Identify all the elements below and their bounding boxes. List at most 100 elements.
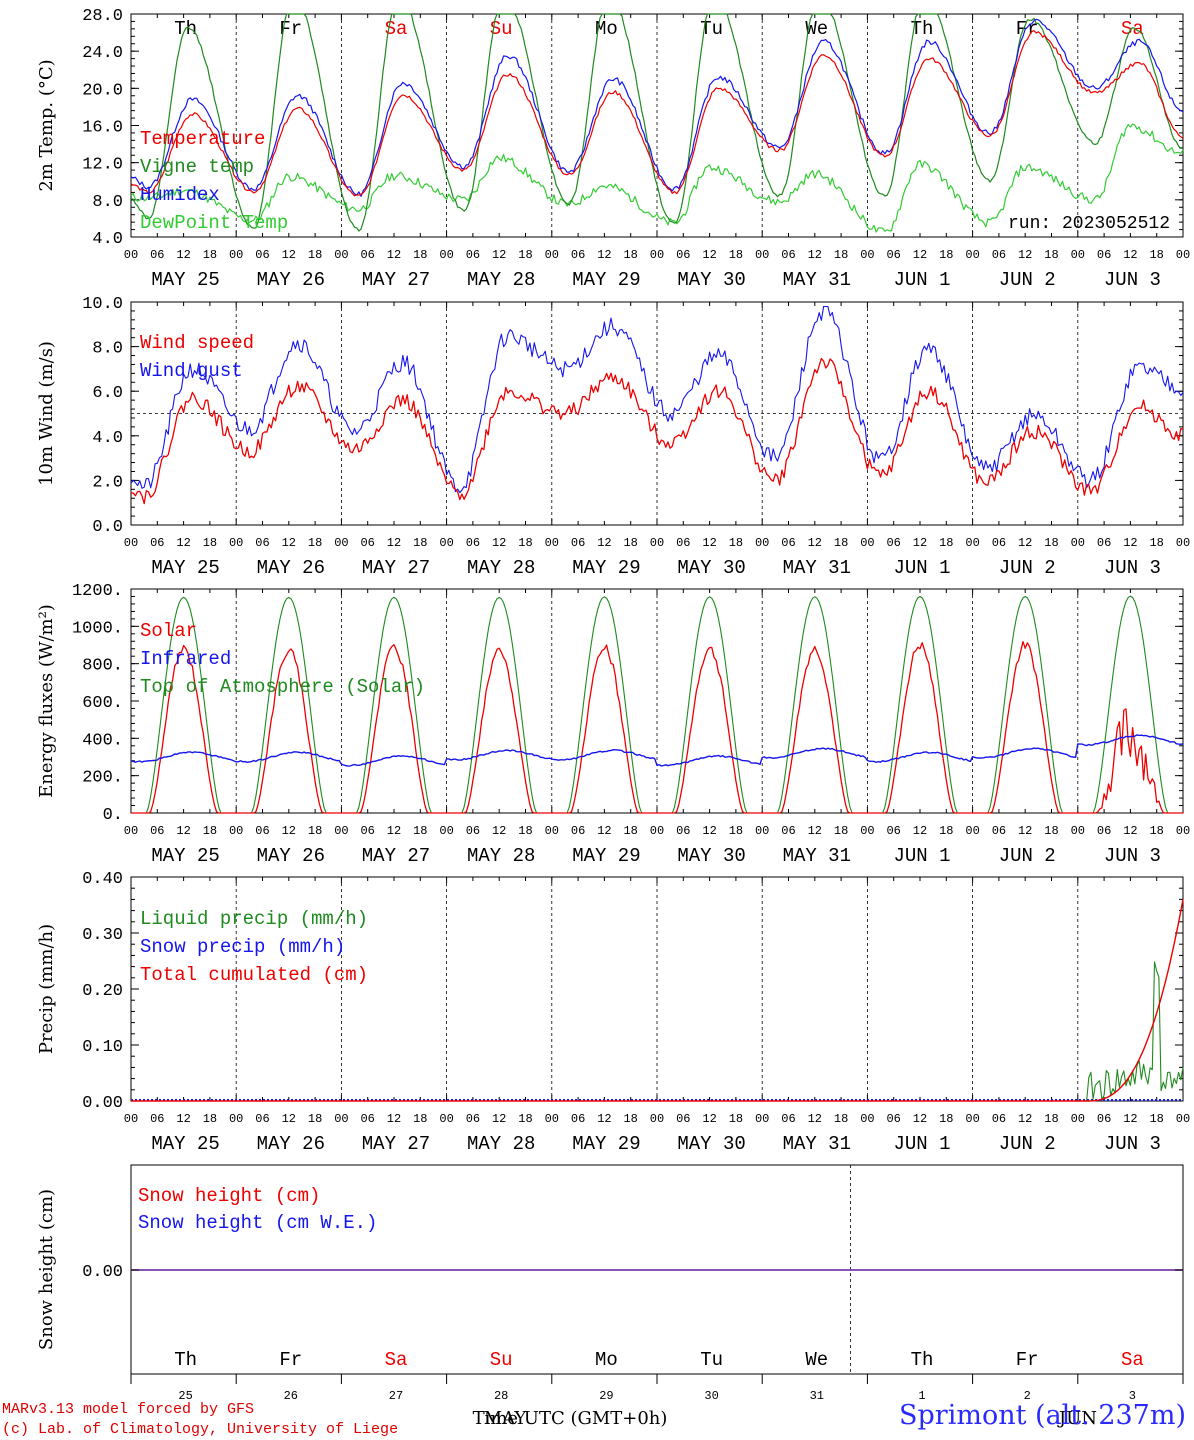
hour-tick-label: 06 <box>571 1112 585 1126</box>
y-tick-label: 800. <box>82 657 123 676</box>
hour-tick-label: 18 <box>1149 1112 1163 1126</box>
y-axis-label: Snow height (cm) <box>36 1189 57 1350</box>
hour-tick-label: 00 <box>1176 248 1190 262</box>
y-tick-label: 0.00 <box>82 1263 123 1282</box>
day-number-label: 31 <box>810 1389 824 1403</box>
day-label: MAY 26 <box>257 845 325 867</box>
y-tick-label: 24.0 <box>82 44 123 63</box>
hour-tick-label: 18 <box>308 248 322 262</box>
hour-tick-label: 06 <box>360 248 374 262</box>
hour-tick-label: 00 <box>650 1112 664 1126</box>
hour-tick-label: 12 <box>387 824 401 838</box>
hour-tick-label: 18 <box>308 824 322 838</box>
y-axis-label: Energy fluxes (W/m²) <box>36 604 57 798</box>
day-label: JUN 3 <box>1104 269 1161 291</box>
y-tick-label: 200. <box>82 769 123 788</box>
day-label: MAY 25 <box>151 269 219 291</box>
day-label: JUN 2 <box>999 1133 1056 1155</box>
hour-tick-label: 00 <box>334 824 348 838</box>
hour-tick-label: 18 <box>623 536 637 550</box>
hour-tick-label: 00 <box>1176 1112 1190 1126</box>
hour-tick-label: 00 <box>439 824 453 838</box>
hour-tick-label: 18 <box>308 536 322 550</box>
hour-tick-label: 12 <box>1123 1112 1137 1126</box>
weekday-label: Fr <box>1016 1349 1039 1371</box>
hour-tick-label: 18 <box>203 1112 217 1126</box>
hour-tick-label: 00 <box>860 536 874 550</box>
weekday-label: Tu <box>700 18 723 40</box>
hour-tick-label: 18 <box>203 248 217 262</box>
series-line <box>130 734 1184 767</box>
hour-tick-label: 12 <box>913 824 927 838</box>
day-number-label: 30 <box>704 1389 718 1403</box>
hour-tick-label: 00 <box>860 824 874 838</box>
hour-tick-label: 18 <box>203 536 217 550</box>
y-tick-label: 0.40 <box>82 870 123 889</box>
hour-tick-label: 12 <box>913 1112 927 1126</box>
weekday-label: Sa <box>385 1349 408 1371</box>
hour-tick-label: 06 <box>886 1112 900 1126</box>
day-number-label: 28 <box>494 1389 508 1403</box>
legend-entry: Solar <box>140 620 197 642</box>
hour-tick-label: 18 <box>413 536 427 550</box>
y-tick-label: 0.30 <box>82 926 123 945</box>
hour-tick-label: 12 <box>492 248 506 262</box>
y-axis-label: 2m Temp. (°C) <box>36 59 57 191</box>
hour-tick-label: 12 <box>282 1112 296 1126</box>
hour-tick-label: 18 <box>1044 1112 1058 1126</box>
y-tick-label: 0.0 <box>92 518 123 537</box>
month-label: MAY <box>484 1408 528 1429</box>
series-line <box>130 30 1184 197</box>
day-label: MAY 26 <box>257 1133 325 1155</box>
hour-tick-label: 00 <box>439 536 453 550</box>
hour-tick-label: 06 <box>150 536 164 550</box>
weekday-label: Tu <box>700 1349 723 1371</box>
day-label: MAY 29 <box>572 557 640 579</box>
hour-tick-label: 06 <box>466 1112 480 1126</box>
hour-tick-label: 06 <box>781 536 795 550</box>
hour-tick-label: 06 <box>255 824 269 838</box>
hour-tick-label: 12 <box>808 536 822 550</box>
hour-tick-label: 12 <box>176 536 190 550</box>
day-label: MAY 29 <box>572 1133 640 1155</box>
weekday-label: Fr <box>279 1349 302 1371</box>
day-label: MAY 31 <box>783 1133 851 1155</box>
day-number-label: 2 <box>1024 1389 1031 1403</box>
day-label: MAY 27 <box>362 269 430 291</box>
y-tick-label: 400. <box>82 731 123 750</box>
hour-tick-label: 06 <box>1097 536 1111 550</box>
hour-tick-label: 12 <box>387 248 401 262</box>
hour-tick-label: 12 <box>702 536 716 550</box>
y-tick-label: 10.0 <box>82 295 123 314</box>
legend-entry: Infrared <box>140 648 231 670</box>
hour-tick-label: 12 <box>1018 248 1032 262</box>
hour-tick-label: 12 <box>387 1112 401 1126</box>
hour-tick-label: 18 <box>518 536 532 550</box>
hour-tick-label: 12 <box>282 248 296 262</box>
day-label: JUN 3 <box>1104 1133 1161 1155</box>
hour-tick-label: 12 <box>597 248 611 262</box>
legend-entry: Vigne temp <box>140 156 254 178</box>
hour-tick-label: 12 <box>1018 824 1032 838</box>
y-tick-label: 1200. <box>72 582 123 601</box>
y-tick-label: 0.00 <box>82 1094 123 1113</box>
hour-tick-label: 18 <box>1044 536 1058 550</box>
hour-tick-label: 00 <box>124 536 138 550</box>
hour-tick-label: 12 <box>176 1112 190 1126</box>
day-label: JUN 2 <box>999 269 1056 291</box>
hour-tick-label: 12 <box>1123 824 1137 838</box>
hour-tick-label: 06 <box>571 824 585 838</box>
panel-frame-3 <box>130 588 1184 814</box>
hour-tick-label: 06 <box>150 824 164 838</box>
y-tick-label: 16.0 <box>82 119 123 138</box>
day-label: MAY 28 <box>467 557 535 579</box>
hour-tick-label: 18 <box>518 1112 532 1126</box>
hour-tick-label: 18 <box>1044 248 1058 262</box>
day-label: MAY 28 <box>467 1133 535 1155</box>
series-line <box>130 123 1184 233</box>
hour-tick-label: 18 <box>1149 536 1163 550</box>
hour-tick-label: 06 <box>886 248 900 262</box>
day-number-label: 27 <box>389 1389 403 1403</box>
day-label: MAY 25 <box>151 557 219 579</box>
hour-tick-label: 00 <box>650 824 664 838</box>
